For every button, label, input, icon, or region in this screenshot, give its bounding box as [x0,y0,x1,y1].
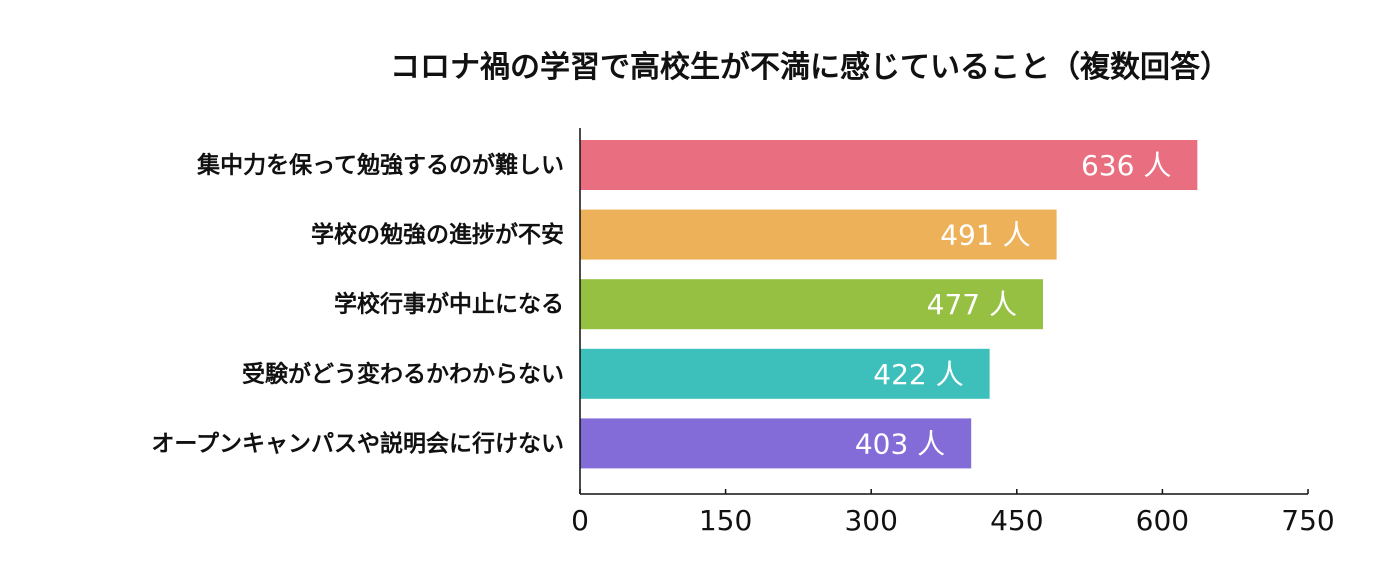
x-tick-label-450: 450 [990,504,1043,537]
bar-1 [580,140,1198,190]
bars-group [580,140,1198,469]
value-label-5: 403 人 [855,427,945,460]
axes-group: 0 150 300 450 600 750 [571,128,1335,537]
category-label-2: 学校の勉強の進捗が不安 [311,221,564,248]
bar-2 [580,209,1057,260]
x-tick-label-600: 600 [1136,504,1189,537]
value-label-2: 491 人 [940,219,1030,252]
category-label-3: 学校行事が中止になる [334,291,564,318]
x-tick-label-300: 300 [844,504,897,537]
bar-3 [580,279,1044,330]
value-labels-group: 636 人 491 人 477 人 422 人 403 人 [855,149,1172,460]
chart-title: コロナ禍の学習で高校生が不満に感じていること（複数回答） [390,50,1230,85]
value-label-1: 636 人 [1081,149,1171,182]
value-label-3: 477 人 [927,288,1017,321]
value-label-4: 422 人 [873,358,963,391]
category-label-1: 集中力を保って勉強するのが難しい [196,152,564,179]
x-tick-label-750: 750 [1281,504,1334,537]
category-label-4: 受験がどう変わるかわからない [242,360,564,387]
bar-4 [580,348,990,399]
category-labels-group: 集中力を保って勉強するのが難しい学校の勉強の進捗が不安学校行事が中止になる受験が… [151,152,564,457]
bar-5 [580,418,972,469]
x-tick-label-150: 150 [699,504,752,537]
x-tick-label-0: 0 [571,504,589,537]
category-label-5: オープンキャンパスや説明会に行けない [151,430,564,457]
